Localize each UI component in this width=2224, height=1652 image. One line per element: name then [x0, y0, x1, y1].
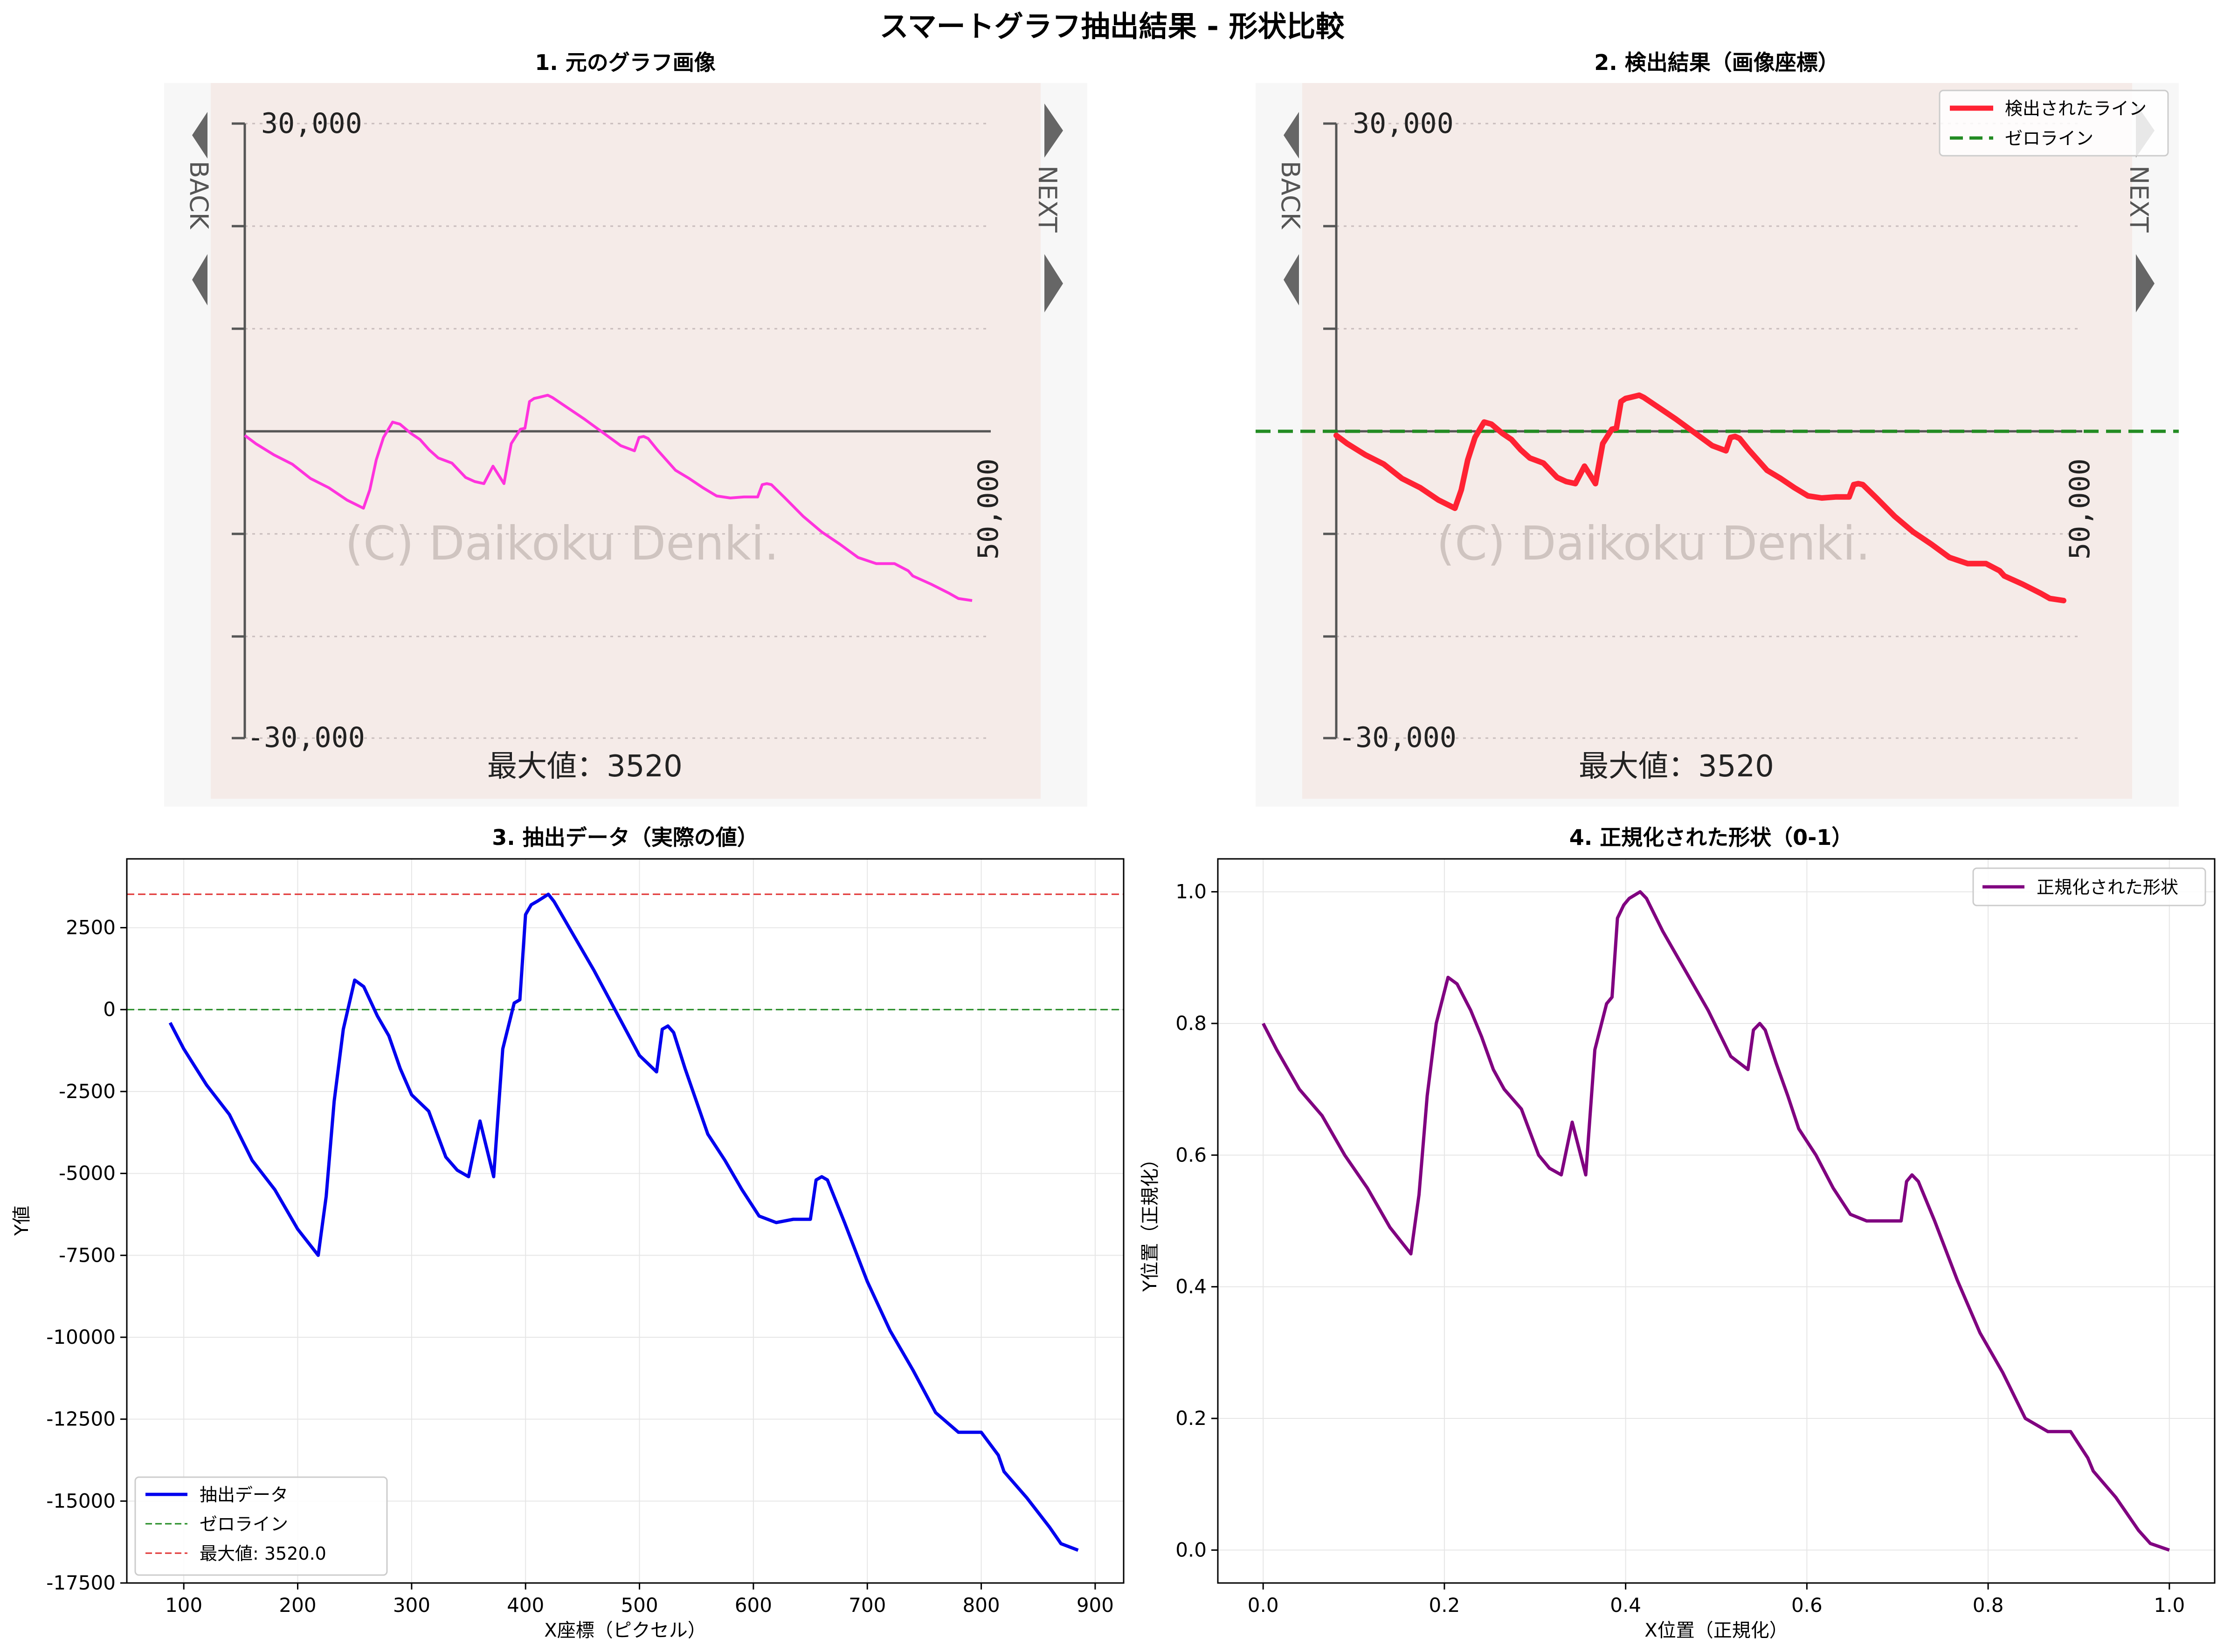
y-tick-label: -15000 [46, 1489, 116, 1512]
panel4-ylabel: Y位置（正規化） [1140, 1150, 1161, 1292]
x-tick-label: 700 [849, 1594, 886, 1617]
panel3-ylabel: Y値 [11, 1206, 33, 1236]
x-tick-label: 500 [621, 1594, 658, 1617]
back-text: BACK [184, 161, 214, 230]
panel4-legend: 正規化された形状 [1972, 867, 2206, 906]
watermark-text-2: (C) Daikoku Denki. [1437, 516, 1871, 571]
extracted-data-line [168, 892, 1079, 1552]
x-tick-label: 600 [735, 1594, 772, 1617]
x-tick-label: 0.8 [1973, 1594, 2004, 1617]
y-tick-label: 0.8 [1175, 1012, 1207, 1035]
x-tick-label: 0.6 [1791, 1594, 1823, 1617]
y-tick-label: -5000 [59, 1162, 116, 1185]
x-tick-label: 400 [507, 1594, 544, 1617]
legend-zero-line-3: ゼロライン [200, 1514, 288, 1534]
panel2-legend: 検出されたライン ゼロライン [1939, 90, 2169, 157]
x-tick-label: 900 [1077, 1594, 1114, 1617]
panel1-title: 1. 元のグラフ画像 [535, 50, 716, 75]
legend-zero-line: ゼロライン [2005, 128, 2093, 149]
x-end-label: 50,000 [972, 458, 1005, 560]
detected-line [1333, 392, 2066, 603]
y-top-label-2: 30,000 [1353, 107, 1454, 140]
normalized-shape-line [1262, 890, 2170, 1552]
x-tick-label: 200 [279, 1594, 316, 1617]
y-tick-label: -7500 [59, 1244, 116, 1266]
max-value-label: 最大値：3520 [487, 749, 683, 784]
original-line [244, 394, 973, 602]
y-bottom-label-2: -30,000 [1339, 721, 1457, 754]
x-tick-label: 1.0 [2154, 1594, 2185, 1617]
y-tick-label: 0.6 [1175, 1143, 1207, 1166]
y-tick-label: -17500 [46, 1571, 116, 1594]
x-tick-label: 100 [165, 1594, 202, 1617]
legend-extracted-data: 抽出データ [200, 1485, 288, 1505]
next-text: NEXT [1033, 166, 1062, 233]
panel1-image: (C) Daikoku Denki. 30,000 -30,000 50,000… [164, 83, 1087, 807]
x-tick-label: 0.0 [1248, 1594, 1279, 1617]
y-tick-label: 0.0 [1175, 1538, 1207, 1561]
panel3-title: 3. 抽出データ（実際の値） [492, 825, 759, 850]
panel3-legend: 抽出データ ゼロライン 最大値: 3520.0 [134, 1476, 388, 1576]
x-tick-label: 0.2 [1429, 1594, 1460, 1617]
x-tick-label: 300 [393, 1594, 430, 1617]
panel4-title: 4. 正規化された形状（0-1） [1569, 825, 1853, 850]
x-tick-label: 800 [962, 1594, 1000, 1617]
y-top-label: 30,000 [261, 107, 362, 140]
y-tick-label: 1.0 [1175, 880, 1207, 903]
y-tick-label: 0.2 [1175, 1407, 1207, 1430]
panel4-xlabel: X位置（正規化） [1644, 1620, 1788, 1641]
y-bottom-label: -30,000 [247, 721, 365, 754]
graph-background [211, 83, 1041, 799]
panel3-axes: 100 200 300 400 500 600 700 800 900 2500 0 -2500 -5… [11, 858, 1125, 1641]
back-text-2: BACK [1276, 161, 1305, 230]
panel2-image: (C) Daikoku Denki. 30,000 -30,000 50,000… [1256, 83, 2179, 807]
x-tick-label: 0.4 [1610, 1594, 1641, 1617]
suptitle: スマートグラフ抽出結果 - 形状比較 [879, 9, 1345, 43]
y-tick-label: -12500 [46, 1408, 116, 1431]
panel2-title: 2. 検出結果（画像座標） [1594, 50, 1839, 75]
next-text-2: NEXT [2124, 166, 2154, 233]
y-tick-label: -10000 [46, 1326, 116, 1348]
panel4-axes: 0.0 0.2 0.4 0.6 0.8 1.0 0.0 0.2 0.4 0.6 0.8 1.0 X位… [1140, 858, 2216, 1641]
y-tick-label: 2500 [66, 916, 116, 939]
back-nav-2: BACK [1276, 112, 1305, 305]
y-tick-label: 0.4 [1175, 1275, 1207, 1298]
y-tick-label: -2500 [59, 1080, 116, 1103]
back-nav: BACK [184, 112, 214, 305]
panel3-xlabel: X座標（ピクセル） [544, 1620, 706, 1641]
legend-normalized-shape: 正規化された形状 [2037, 877, 2178, 898]
y-tick-label: 0 [103, 998, 116, 1021]
legend-max-value: 最大値: 3520.0 [200, 1543, 326, 1564]
max-value-label-2: 最大値：3520 [1579, 749, 1774, 784]
legend-detected-line: 検出されたライン [2005, 98, 2147, 119]
next-nav: NEXT [1033, 104, 1063, 312]
x-end-label-2: 50,000 [2064, 458, 2096, 560]
watermark-text: (C) Daikoku Denki. [345, 516, 779, 571]
